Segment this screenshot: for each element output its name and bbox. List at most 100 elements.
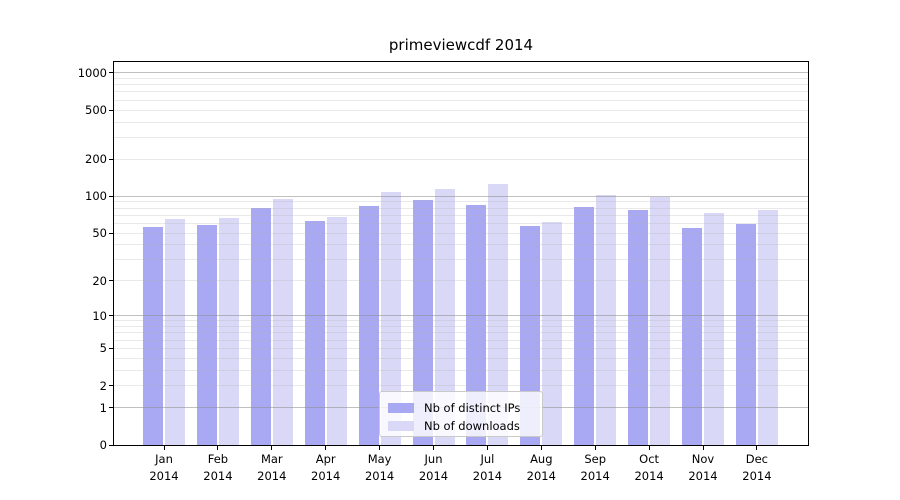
y-tick-label-1000: 1000 xyxy=(77,65,107,80)
x-tick-year: 2014 xyxy=(149,469,179,483)
x-tick-year: 2014 xyxy=(688,469,718,483)
bar-downloads-jan xyxy=(165,219,185,445)
bar-ips-sep xyxy=(574,206,595,445)
gridline-minor-40 xyxy=(114,244,808,246)
x-tick-dec xyxy=(756,446,758,450)
x-tick-year: 2014 xyxy=(472,469,503,483)
x-tick-month: Jun xyxy=(424,452,443,466)
bar-downloads-dec xyxy=(757,209,778,445)
y-tick-20 xyxy=(109,280,114,282)
x-tick-year: 2014 xyxy=(634,469,664,483)
x-tick-label-jan: Jan 2014 xyxy=(134,451,194,485)
bar-ips-oct xyxy=(628,210,649,445)
y-tick-label-200: 200 xyxy=(85,152,107,167)
x-tick-mar xyxy=(271,446,273,450)
bar-ips-jun xyxy=(412,200,433,445)
bar-downloads-sep xyxy=(596,195,617,445)
x-tick-oct xyxy=(648,446,650,450)
y-tick-10 xyxy=(109,315,114,317)
y-tick-label-50: 50 xyxy=(92,226,107,241)
bar-downloads-jun xyxy=(434,188,455,445)
x-tick-label-sep: Sep 2014 xyxy=(565,451,625,485)
y-tick-50 xyxy=(109,232,114,234)
x-tick-label-dec: Dec 2014 xyxy=(727,451,787,485)
legend: Nb of distinct IPs Nb of downloads xyxy=(379,391,543,437)
gridline-minor-3 xyxy=(114,369,808,371)
x-tick-label-feb: Feb 2014 xyxy=(188,451,248,485)
y-tick-label-100: 100 xyxy=(85,189,107,204)
bar-downloads-nov xyxy=(704,213,724,445)
x-tick-month: Mar xyxy=(260,452,283,466)
y-tick-500 xyxy=(109,109,114,111)
x-tick-year: 2014 xyxy=(742,469,772,483)
gridline-minor-4 xyxy=(114,357,808,359)
plot-area xyxy=(113,61,809,446)
gridline-major-1000 xyxy=(114,72,808,74)
y-tick-label-10: 10 xyxy=(92,308,107,323)
x-tick-month: Apr xyxy=(315,452,336,466)
x-tick-month: Dec xyxy=(745,452,769,466)
x-tick-month: Feb xyxy=(207,452,229,466)
legend-label-downloads: Nb of downloads xyxy=(424,419,520,433)
x-tick-label-apr: Apr 2014 xyxy=(296,451,356,485)
gridline-minor-20 xyxy=(114,280,808,282)
x-tick-label-aug: Aug 2014 xyxy=(511,451,571,485)
gridline-minor-60 xyxy=(114,222,808,224)
gridline-minor-200 xyxy=(114,158,808,160)
bar-downloads-may xyxy=(380,192,401,445)
gridline-minor-5 xyxy=(114,347,808,349)
y-tick-200 xyxy=(109,158,114,160)
x-tick-apr xyxy=(325,446,327,450)
gridline-minor-70 xyxy=(114,214,808,216)
gridline-minor-8 xyxy=(114,326,808,328)
gridline-major-10 xyxy=(114,315,808,317)
bar-ips-mar xyxy=(250,208,271,445)
gridline-minor-900 xyxy=(114,77,808,79)
gridline-minor-80 xyxy=(114,207,808,209)
y-tick-label-1: 1 xyxy=(99,400,107,415)
x-tick-month: Sep xyxy=(584,452,607,466)
x-tick-year: 2014 xyxy=(311,469,341,483)
y-tick-label-20: 20 xyxy=(92,273,107,288)
bar-downloads-feb xyxy=(218,218,239,445)
x-tick-month: Jul xyxy=(480,452,495,466)
gridline-minor-300 xyxy=(114,136,808,138)
x-tick-nov xyxy=(702,446,704,450)
x-tick-month: Aug xyxy=(530,452,553,466)
y-tick-label-0: 0 xyxy=(99,438,107,452)
x-tick-year: 2014 xyxy=(526,469,556,483)
x-tick-sep xyxy=(594,446,596,450)
gridline-minor-9 xyxy=(114,320,808,322)
bar-ips-nov xyxy=(682,228,702,445)
y-tick-5 xyxy=(109,347,114,349)
bar-downloads-oct xyxy=(650,196,671,445)
x-tick-year: 2014 xyxy=(203,469,233,483)
bar-downloads-jul xyxy=(488,183,509,445)
bar-downloads-mar xyxy=(272,199,293,445)
legend-swatch-downloads xyxy=(388,421,414,431)
y-tick-label-2: 2 xyxy=(99,378,107,393)
x-tick-feb xyxy=(217,446,219,450)
legend-row: Nb of downloads xyxy=(380,417,542,435)
gridline-minor-800 xyxy=(114,84,808,86)
gridline-minor-400 xyxy=(114,121,808,123)
x-tick-label-jun: Jun 2014 xyxy=(404,451,464,485)
bar-ips-dec xyxy=(735,224,756,445)
x-tick-label-may: May 2014 xyxy=(350,451,410,485)
x-tick-label-mar: Mar 2014 xyxy=(242,451,302,485)
x-tick-jul xyxy=(486,446,488,450)
x-tick-month: Nov xyxy=(691,452,715,466)
gridline-minor-90 xyxy=(114,201,808,203)
gridline-minor-500 xyxy=(114,109,808,111)
chart-title: primeviewcdf 2014 xyxy=(388,36,534,54)
x-tick-year: 2014 xyxy=(418,469,449,483)
y-tick-label-500: 500 xyxy=(85,103,107,117)
legend-label-distinct-ips: Nb of distinct IPs xyxy=(424,401,521,415)
x-tick-label-oct: Oct 2014 xyxy=(619,451,679,485)
bar-downloads-apr xyxy=(326,216,347,445)
x-tick-jan xyxy=(163,446,165,450)
x-tick-may xyxy=(379,446,381,450)
bar-ips-jan xyxy=(143,227,163,445)
y-tick-0 xyxy=(109,444,114,446)
